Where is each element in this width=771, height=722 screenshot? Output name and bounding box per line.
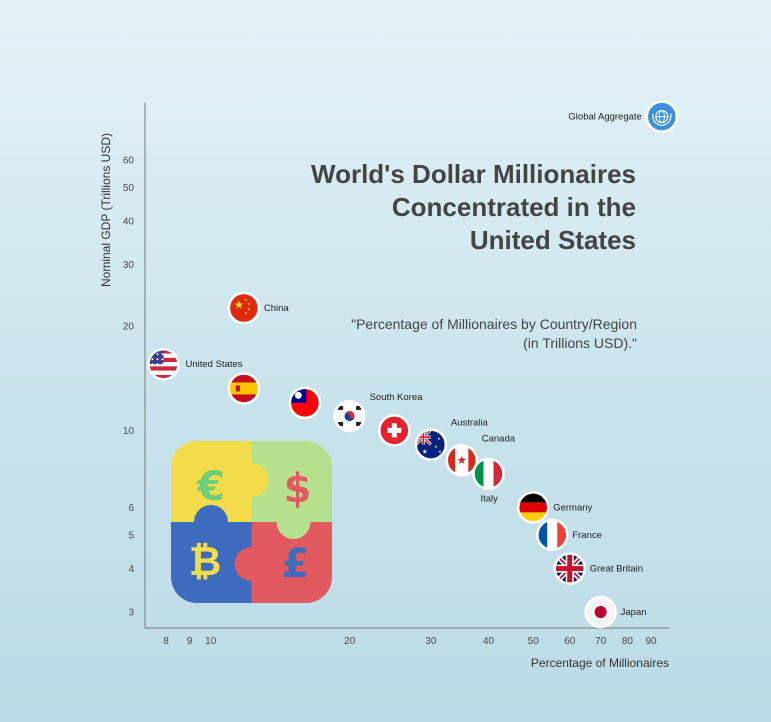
x-tick-label: 50 <box>528 636 540 647</box>
south-korea-flag-icon <box>333 399 366 433</box>
x-tick-label: 20 <box>344 636 356 647</box>
x-tick-label: 40 <box>483 636 495 647</box>
spain-flag-icon <box>227 372 261 405</box>
data-point: France <box>536 518 602 552</box>
germany-flag-icon <box>516 491 550 524</box>
australia-flag-icon <box>414 428 448 461</box>
data-point <box>227 372 261 405</box>
data-point: Germany <box>516 491 593 524</box>
y-axis-title: Nominal GDP (Trillions USD) <box>99 133 113 287</box>
x-tick-label: 70 <box>595 636 607 647</box>
chart-subtitle: "Percentage of Millionaires by Country/R… <box>351 316 637 351</box>
bitcoin-icon: ₿ <box>189 539 222 585</box>
japan-flag-icon <box>584 595 617 629</box>
y-tick-label: 5 <box>128 530 134 541</box>
switzerland-flag-icon <box>378 414 411 447</box>
x-tick-label: 10 <box>205 636 217 647</box>
y-tick-label: 4 <box>128 564 134 575</box>
point-label: China <box>264 303 290 314</box>
point-label: Italy <box>481 494 499 505</box>
y-tick-label: 6 <box>128 503 134 514</box>
point-label: France <box>572 530 602 541</box>
france-flag-icon <box>536 518 569 552</box>
x-axis-title: Percentage of Millionaires <box>531 656 669 670</box>
data-point: Canada <box>445 433 516 477</box>
data-point <box>288 386 322 420</box>
china-flag-icon <box>227 291 261 325</box>
x-tick-label: 80 <box>622 636 634 647</box>
x-tick-label: 60 <box>564 636 576 647</box>
puzzle-tab <box>234 547 269 581</box>
pound-icon: £ <box>282 541 310 587</box>
italy-flag-icon <box>472 457 505 490</box>
point-label: United States <box>185 359 242 370</box>
currency-puzzle-icon: € $ ₿ £ <box>171 441 332 603</box>
axes <box>144 103 669 629</box>
x-ticks: 8 9 10 20 30 40 50 60 70 80 90 <box>163 636 657 647</box>
y-tick-label: 40 <box>123 217 135 228</box>
data-point: Japan <box>584 595 647 629</box>
point-label: Japan <box>621 607 647 618</box>
point-label: Germany <box>553 502 592 513</box>
y-tick-label: 50 <box>123 183 135 194</box>
canada-flag-icon <box>445 444 478 477</box>
point-label: Global Aggregate <box>568 112 641 123</box>
data-point: Italy <box>472 457 505 505</box>
point-label: Canada <box>482 433 516 444</box>
y-ticks: 3 4 5 6 10 20 30 40 50 60 <box>123 156 135 619</box>
point-label: South Korea <box>370 392 424 403</box>
x-tick-label: 30 <box>425 636 437 647</box>
us-flag-icon <box>147 347 180 381</box>
puzzle-tab <box>276 505 311 539</box>
puzzle-tab <box>194 505 228 539</box>
dollar-icon: $ <box>284 466 312 512</box>
y-tick-label: 20 <box>123 321 135 332</box>
point-label: Australia <box>451 418 489 429</box>
data-points: United States China South Korea Australia Ca… <box>147 100 679 629</box>
y-tick-label: 10 <box>123 426 135 437</box>
chart-title: World's Dollar Millionaires Concentrated… <box>311 159 636 255</box>
uk-flag-icon <box>553 552 587 585</box>
point-label: Great Britain <box>590 564 643 575</box>
data-point: China <box>227 291 290 325</box>
euro-icon: € <box>196 464 225 510</box>
data-point <box>378 414 411 447</box>
globe-icon <box>645 100 679 133</box>
y-tick-label: 30 <box>123 260 135 271</box>
data-point: Australia <box>414 418 489 461</box>
data-point: United States <box>147 347 243 381</box>
y-tick-label: 60 <box>123 156 135 167</box>
x-tick-label: 9 <box>187 636 193 647</box>
taiwan-flag-icon <box>288 386 322 420</box>
x-tick-label: 8 <box>163 636 169 647</box>
y-tick-label: 3 <box>128 608 134 619</box>
data-point: South Korea <box>333 392 424 433</box>
data-point: Great Britain <box>553 552 643 585</box>
puzzle-tab <box>234 463 269 497</box>
data-point: Global Aggregate <box>568 100 679 133</box>
x-tick-label: 90 <box>645 636 657 647</box>
